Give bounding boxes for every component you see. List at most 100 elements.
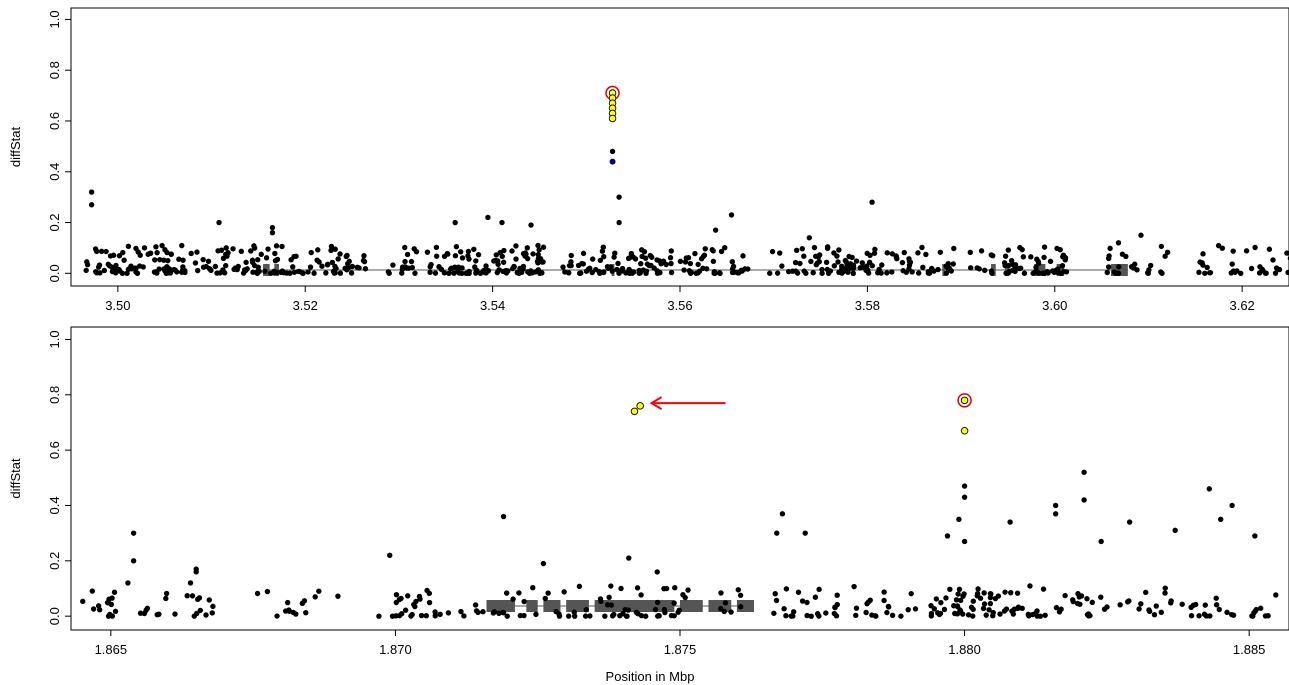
data-point [919, 244, 925, 251]
data-point [230, 246, 236, 252]
data-point [179, 242, 185, 249]
data-point [672, 585, 678, 591]
data-point [249, 259, 256, 266]
data-point [596, 268, 602, 275]
data-point [500, 259, 507, 265]
data-point [196, 595, 203, 601]
data-point [1213, 595, 1219, 601]
y-tick-label: 0.2 [47, 213, 62, 231]
gene-exon [1005, 264, 1009, 276]
data-point [503, 590, 510, 596]
data-point [587, 613, 593, 619]
data-point [97, 607, 103, 613]
data-point [793, 247, 800, 254]
data-point [385, 269, 392, 275]
data-point [1053, 604, 1060, 611]
data-point [165, 257, 171, 264]
data-point [941, 606, 948, 613]
data-point [568, 262, 574, 269]
data-point [916, 270, 922, 276]
data-point [254, 590, 261, 597]
data-point [244, 266, 250, 272]
data-point [335, 593, 341, 599]
data-point [604, 602, 611, 608]
x-tick-label: 3.52 [293, 298, 318, 313]
data-point [329, 259, 336, 266]
blue-point [609, 158, 616, 165]
data-point [1105, 264, 1112, 270]
data-point [980, 605, 987, 612]
data-point [1057, 246, 1063, 253]
data-point [643, 270, 649, 276]
data-point [1224, 609, 1230, 616]
data-point [568, 252, 574, 259]
data-point [881, 589, 887, 595]
gene-exon [486, 600, 515, 612]
data-point [1021, 270, 1028, 276]
data-point [1216, 606, 1222, 613]
data-point [1138, 601, 1144, 607]
data-point [1061, 268, 1067, 275]
data-point [1077, 601, 1083, 607]
data-point [1143, 589, 1149, 596]
data-point [987, 590, 994, 597]
y-tick-label: 0.4 [47, 163, 62, 181]
data-point [483, 263, 489, 269]
data-point [769, 248, 776, 255]
data-point [312, 594, 318, 600]
data-point [273, 243, 280, 249]
data-point [459, 255, 466, 261]
data-point [1098, 538, 1104, 545]
data-point [163, 590, 170, 597]
data-point [745, 266, 751, 272]
data-point [920, 264, 926, 271]
data-point [864, 600, 870, 607]
data-point [872, 246, 878, 253]
data-point [209, 610, 215, 616]
data-point [816, 586, 822, 593]
data-point [1200, 251, 1206, 257]
data-point [179, 267, 186, 274]
data-point [428, 261, 434, 268]
data-point [722, 245, 728, 251]
data-point [432, 613, 438, 619]
data-point [1007, 519, 1013, 525]
data-point [617, 612, 623, 619]
data-point [737, 592, 744, 598]
data-point [772, 590, 778, 597]
data-point [825, 270, 832, 277]
data-point [928, 602, 934, 609]
data-point [983, 612, 989, 618]
data-point [912, 606, 919, 612]
data-point [1051, 269, 1057, 276]
data-point [144, 605, 151, 611]
x-tick-label: 3.54 [480, 298, 505, 313]
data-point [493, 252, 499, 258]
data-point [1249, 613, 1255, 619]
data-point [974, 265, 980, 271]
data-point [167, 267, 174, 273]
data-point [480, 609, 486, 615]
data-point [1207, 269, 1213, 276]
data-point [1017, 265, 1024, 271]
data-point [433, 253, 440, 259]
data-point [426, 590, 433, 597]
data-point [960, 593, 966, 599]
data-point [853, 605, 860, 611]
data-point [240, 270, 247, 276]
data-point [926, 270, 933, 276]
data-point [159, 242, 165, 249]
data-point [779, 511, 786, 517]
data-point [656, 258, 663, 264]
data-point [626, 555, 632, 561]
x-tick-label: 1.865 [95, 642, 128, 657]
data-point [194, 249, 200, 255]
data-point [851, 583, 857, 590]
data-point [1125, 599, 1131, 605]
data-point [413, 249, 420, 255]
data-point [1059, 262, 1066, 269]
data-point [511, 263, 517, 270]
data-point [308, 249, 314, 256]
y-tick-label: 0.2 [47, 552, 62, 570]
data-point [960, 611, 966, 617]
